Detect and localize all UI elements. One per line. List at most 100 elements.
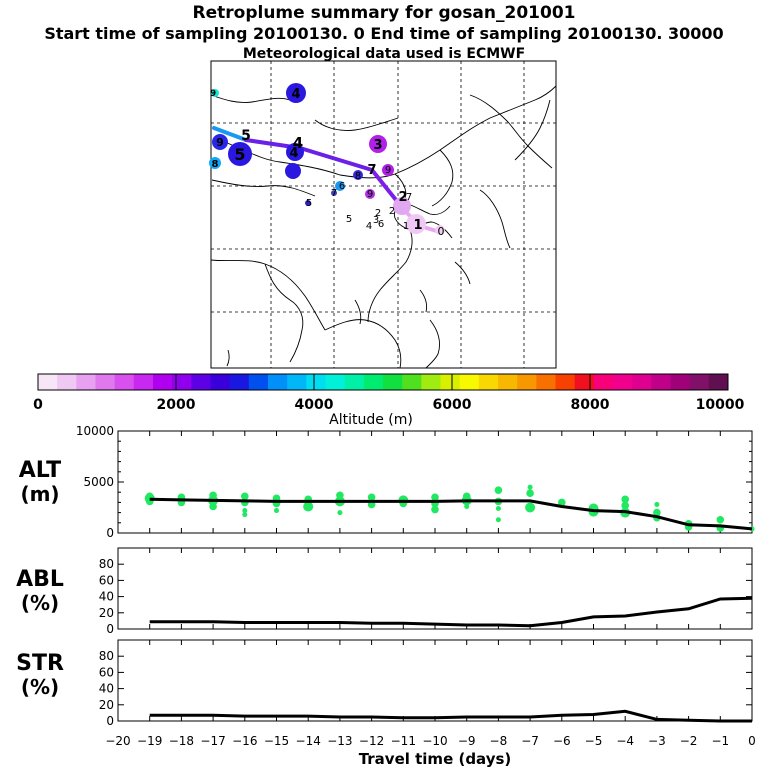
colorbar-tick: 10000	[696, 397, 745, 413]
plume-marker	[435, 225, 445, 235]
point-label: 6	[339, 181, 345, 192]
plume-marker	[393, 197, 411, 215]
point-label: 3	[373, 215, 379, 226]
colorbar-cell	[38, 374, 58, 390]
colorbar-cell	[536, 374, 556, 390]
str-plot-frame	[117, 639, 753, 722]
alt-mean-line	[149, 497, 753, 531]
abl-series-line	[149, 596, 753, 628]
x-tick-label: −6	[553, 734, 571, 748]
x-tick-label: −18	[169, 734, 194, 748]
abl-plot: 0 20 40 60 80	[99, 548, 753, 636]
colorbar-cell	[210, 374, 231, 390]
colorbar-cell	[133, 374, 154, 390]
alt-data-point	[242, 508, 248, 514]
alt-data-point	[716, 515, 725, 524]
plume-marker	[305, 200, 311, 206]
point-label: 9	[385, 165, 391, 176]
alt-data-point	[242, 512, 248, 518]
figure-title: Retroplume summary for gosan_201001	[192, 3, 576, 23]
x-axis-label: Travel time (days)	[359, 750, 512, 768]
alt-plot: 0 5000 10000	[76, 424, 755, 540]
x-tick-label: −15	[264, 734, 289, 748]
point-label: 0	[438, 225, 445, 238]
alt-data-point	[431, 505, 439, 514]
colorbar-cell	[478, 374, 499, 390]
colorbar-cell	[95, 374, 116, 390]
plume-marker	[285, 163, 301, 179]
colorbar-cell	[248, 374, 269, 390]
y-tick-label: 40	[99, 682, 114, 696]
colorbar-cell	[229, 374, 250, 390]
colorbar-cell	[593, 374, 614, 390]
colorbar-cell	[287, 374, 307, 390]
altitude-colorbar: 0 2000 4000 6000 8000 10000 Altitude (m)	[33, 373, 745, 428]
colorbar-cell	[555, 374, 576, 390]
colorbar-cell	[114, 374, 135, 390]
point-label: 2	[375, 208, 381, 219]
alt-data-point	[621, 501, 629, 510]
alt-data-point	[526, 489, 534, 498]
plot-frames	[117, 430, 753, 722]
alt-data-point	[495, 506, 501, 512]
colorbar-cell	[153, 374, 173, 390]
colorbar-cell	[344, 374, 365, 390]
colorbar-cell	[363, 374, 384, 390]
plume-marker	[286, 143, 304, 161]
alt-panel-label: ALT	[19, 458, 61, 483]
colorbar-cell	[306, 374, 326, 390]
plume-label: 9	[216, 136, 224, 149]
plume-marker	[228, 142, 252, 166]
colorbar-cell	[76, 374, 96, 390]
plume-marker	[335, 181, 345, 191]
abl-panel-label: ABL	[16, 567, 64, 592]
y-tick-label: 80	[99, 557, 114, 571]
colorbar-cell	[57, 374, 77, 390]
abl-plot-frame	[117, 547, 753, 630]
colorbar-cell	[325, 374, 346, 390]
y-tick-label: 0	[106, 714, 114, 728]
y-tick-label: 80	[99, 649, 114, 663]
point-label: 9	[367, 189, 373, 200]
colorbar-tick: 6000	[433, 397, 472, 413]
point-label: 7	[331, 188, 337, 199]
plume-label: 4	[293, 134, 303, 152]
colorbar-tick: 0	[33, 397, 43, 413]
alt-data-point	[621, 495, 629, 504]
x-tick-label: −19	[137, 734, 162, 748]
point-label: 4	[366, 221, 372, 232]
y-tick-label: 20	[99, 698, 114, 712]
colorbar-cell	[651, 374, 671, 390]
plume-markers	[209, 83, 445, 235]
colorbar-cell	[440, 374, 461, 390]
point-label: 8	[355, 171, 361, 182]
colorbar-cell	[172, 374, 192, 390]
x-tick-label: −12	[359, 734, 384, 748]
x-tick-label: −2	[680, 734, 698, 748]
alt-data-point	[241, 492, 249, 501]
x-tick-label: −4	[616, 734, 634, 748]
point-label: 6	[378, 219, 384, 230]
plume-marker	[365, 189, 375, 199]
alt-data-point	[495, 517, 501, 523]
x-tick-label: −5	[585, 734, 603, 748]
x-tick-label: −10	[422, 734, 447, 748]
x-tick-label: −11	[391, 734, 416, 748]
colorbar-cell	[383, 374, 403, 390]
plume-label: 5	[234, 145, 245, 164]
colorbar-cell	[613, 374, 633, 390]
plume-label: 5	[241, 128, 251, 144]
sampling-time-subtitle: Start time of sampling 20100130. 0 End t…	[44, 24, 724, 43]
colorbar-dividers	[175, 374, 591, 390]
plume-label: 3	[373, 138, 382, 153]
map-frame	[210, 60, 557, 369]
point-label: 2	[389, 206, 395, 217]
plume-marker	[209, 157, 221, 169]
x-tick-label: −20	[105, 734, 130, 748]
colorbar-cell	[632, 374, 652, 390]
colorbar-cell	[689, 374, 710, 390]
x-tick-label: 0	[748, 734, 756, 748]
plume-marker	[286, 83, 306, 103]
met-data-subtitle: Meteorological data used is ECMWF	[242, 46, 526, 62]
colorbar-tick: 4000	[295, 397, 334, 413]
